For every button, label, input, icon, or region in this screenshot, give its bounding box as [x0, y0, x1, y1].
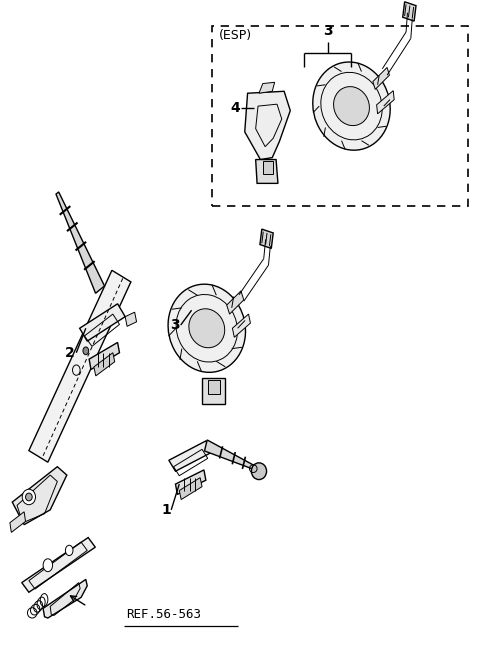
Polygon shape — [80, 304, 125, 341]
Polygon shape — [403, 2, 416, 21]
Text: (ESP): (ESP) — [219, 29, 252, 42]
Polygon shape — [208, 380, 220, 394]
Polygon shape — [29, 270, 131, 462]
Polygon shape — [245, 91, 290, 159]
Polygon shape — [202, 379, 225, 404]
Polygon shape — [89, 342, 120, 370]
Polygon shape — [256, 159, 278, 183]
Text: REF.56-563: REF.56-563 — [126, 608, 201, 621]
Text: 1: 1 — [162, 503, 171, 517]
Polygon shape — [260, 229, 273, 248]
Polygon shape — [373, 67, 389, 89]
Polygon shape — [10, 512, 25, 532]
Polygon shape — [179, 477, 202, 500]
Text: 2: 2 — [65, 345, 75, 360]
Ellipse shape — [252, 463, 266, 479]
Polygon shape — [377, 91, 394, 114]
Polygon shape — [232, 314, 251, 338]
Ellipse shape — [65, 545, 73, 556]
Polygon shape — [263, 161, 273, 174]
Polygon shape — [94, 353, 115, 376]
Polygon shape — [176, 470, 206, 494]
Ellipse shape — [83, 347, 89, 355]
Ellipse shape — [334, 87, 370, 125]
Polygon shape — [56, 192, 105, 293]
Polygon shape — [227, 291, 244, 314]
Ellipse shape — [168, 284, 245, 372]
Polygon shape — [43, 579, 87, 618]
Ellipse shape — [189, 309, 225, 348]
Polygon shape — [169, 441, 213, 471]
Polygon shape — [259, 82, 275, 93]
Ellipse shape — [25, 493, 32, 501]
Polygon shape — [204, 440, 257, 470]
Polygon shape — [22, 537, 96, 592]
Text: 3: 3 — [323, 25, 333, 39]
Text: 4: 4 — [230, 101, 240, 115]
Text: 3: 3 — [169, 318, 179, 332]
Polygon shape — [125, 312, 137, 326]
Ellipse shape — [313, 62, 390, 150]
Polygon shape — [12, 467, 67, 524]
Ellipse shape — [22, 489, 36, 505]
Ellipse shape — [43, 559, 53, 571]
